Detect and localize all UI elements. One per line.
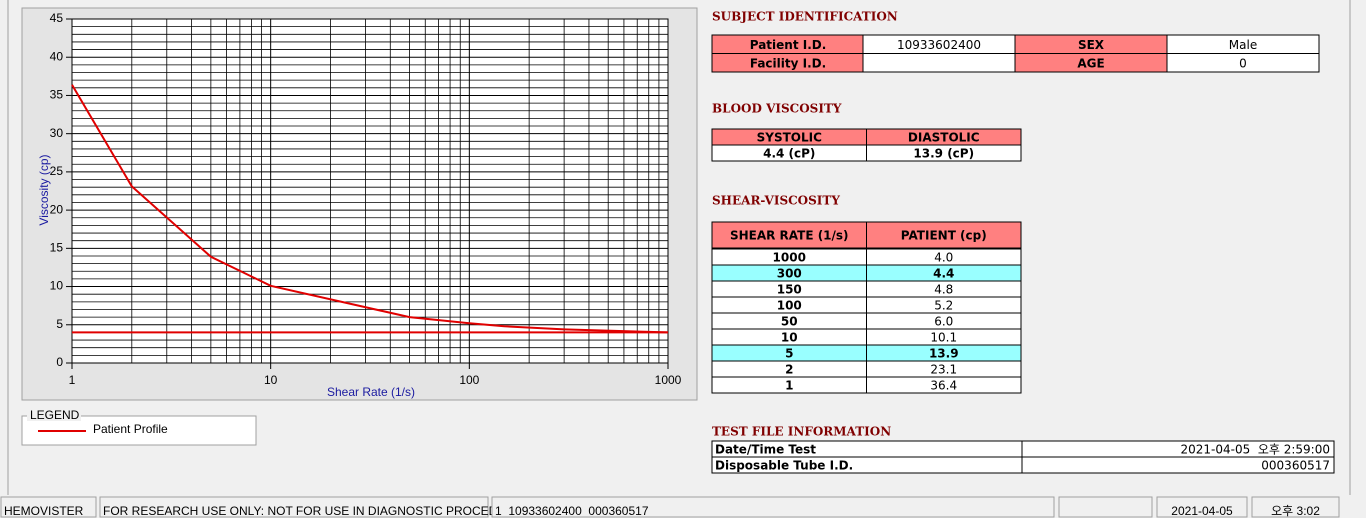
field-value-cell	[1166, 53, 1320, 73]
field-label: AGE	[1077, 56, 1104, 70]
patient-viscosity: 5.2	[934, 299, 953, 313]
x-tick-label: 1000	[655, 373, 682, 387]
status-text: 2021-04-05	[1171, 504, 1233, 518]
field-label: Facility I.D.	[750, 56, 826, 70]
shear-rate: 2	[785, 363, 793, 377]
field-label: SEX	[1078, 38, 1105, 52]
status-text: HEMOVISTER	[4, 504, 84, 518]
shear-rate: 10	[781, 331, 798, 345]
field-label: Patient I.D.	[750, 38, 827, 52]
field-value-cell	[1021, 456, 1335, 474]
patient-viscosity: 4.0	[934, 251, 953, 265]
field-value: 2021-04-05 오후 2:59:00	[1180, 443, 1330, 457]
column-header: SYSTOLIC	[757, 131, 822, 145]
section-title: BLOOD VISCOSITY	[712, 102, 842, 116]
column-header: DIASTOLIC	[908, 131, 980, 145]
field-value-cell	[862, 53, 1016, 73]
x-tick-label: 1	[69, 373, 76, 387]
section-title: TEST FILE INFORMATION	[712, 425, 891, 439]
shear-rate: 50	[781, 315, 798, 329]
column-header-cell	[866, 221, 1022, 249]
patient-viscosity-cell	[866, 376, 1022, 394]
shear-rate: 5	[785, 347, 793, 361]
status-cell	[1251, 496, 1340, 518]
column-header: PATIENT (cp)	[901, 229, 987, 243]
y-axis-label: Viscosity (cp)	[37, 154, 51, 225]
y-tick-label: 15	[50, 241, 64, 255]
plot-frame	[71, 18, 669, 364]
y-tick-label: 25	[50, 164, 64, 178]
field-value: 0	[1239, 56, 1247, 70]
legend-title: LEGEND	[30, 408, 80, 422]
y-tick-label: 40	[50, 49, 64, 63]
shear-rate: 1	[785, 379, 793, 393]
status-cell	[0, 496, 97, 518]
y-tick-label: 20	[50, 202, 64, 216]
field-value: 10933602400	[897, 38, 981, 52]
y-tick-label: 0	[56, 355, 63, 369]
section-title: SHEAR-VISCOSITY	[712, 194, 840, 208]
field-label: Date/Time Test	[715, 443, 816, 457]
field-label: Disposable Tube I.D.	[715, 459, 853, 473]
y-tick-label: 35	[50, 88, 64, 102]
legend-label: Patient Profile	[93, 422, 168, 436]
status-text: FOR RESEARCH USE ONLY: NOT FOR USE IN DI…	[103, 504, 531, 518]
y-tick-label: 45	[50, 11, 64, 25]
patient-viscosity: 6.0	[934, 315, 953, 329]
shear-rate: 300	[777, 267, 802, 281]
patient-viscosity: 36.4	[930, 379, 957, 393]
field-value: Male	[1229, 38, 1257, 52]
section-title: SUBJECT IDENTIFICATION	[712, 10, 898, 24]
y-tick-label: 30	[50, 126, 64, 140]
viscosity-value: 4.4 (cP)	[763, 147, 815, 161]
status-cell	[99, 496, 489, 518]
viscosity-value: 13.9 (cP)	[913, 147, 974, 161]
status-cell	[1058, 496, 1153, 518]
data-line	[71, 84, 669, 334]
plot-area	[72, 19, 668, 363]
shear-rate: 150	[777, 283, 802, 297]
legend-title-bg	[27, 409, 81, 421]
field-value: 000360517	[1261, 459, 1330, 473]
status-text: 1 10933602400 000360517	[495, 504, 649, 518]
patient-viscosity: 4.8	[934, 283, 953, 297]
column-header-cell	[711, 221, 867, 249]
patient-viscosity: 4.4	[933, 267, 954, 281]
x-axis-label: Shear Rate (1/s)	[327, 385, 415, 399]
status-cell	[491, 496, 1055, 518]
patient-viscosity: 13.9	[929, 347, 959, 361]
x-tick-label: 100	[459, 373, 479, 387]
y-tick-label: 5	[56, 317, 63, 331]
column-header: SHEAR RATE (1/s)	[730, 229, 849, 243]
patient-viscosity: 10.1	[930, 331, 957, 345]
y-tick-label: 10	[50, 279, 64, 293]
shear-rate: 100	[777, 299, 802, 313]
x-tick-label: 10	[264, 373, 278, 387]
patient-viscosity: 23.1	[930, 363, 957, 377]
shear-rate: 1000	[773, 251, 806, 265]
status-cell	[1156, 496, 1248, 518]
status-text: 오후 3:02	[1271, 504, 1320, 518]
viscosity-value-cell	[866, 144, 1022, 162]
